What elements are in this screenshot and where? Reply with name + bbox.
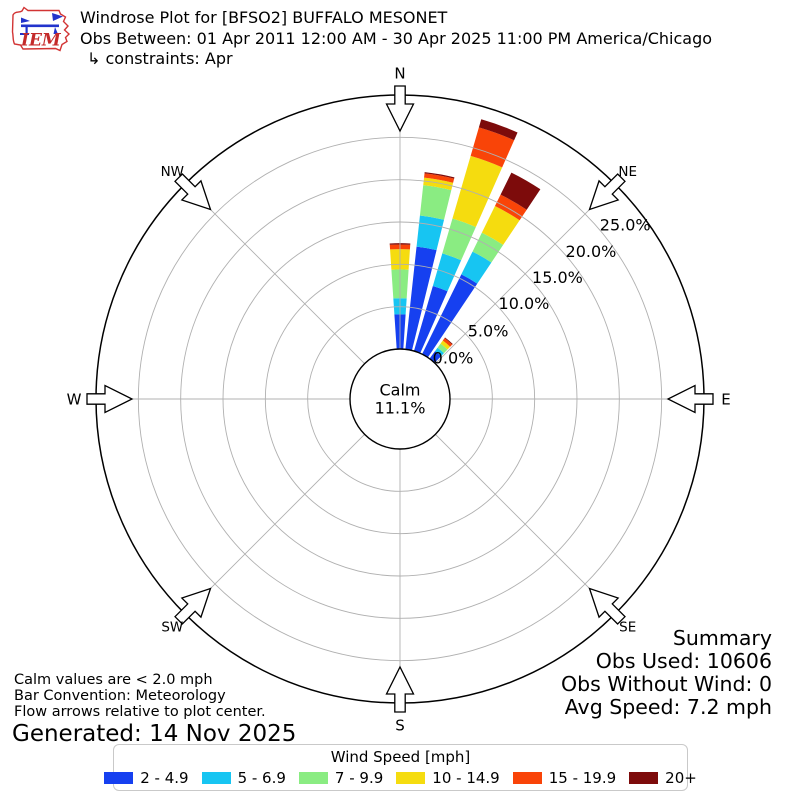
summary-title: Summary	[672, 626, 772, 650]
wind-bar-segment-30-1	[461, 251, 492, 284]
grid-spoke-ne	[435, 183, 616, 364]
legend-items-row: 2 - 4.9 5 - 6.9 7 - 9.9 10 - 14.9 15 - 19.9 2…	[104, 769, 697, 787]
compass-label-sw: SW	[161, 619, 183, 635]
obs-range-subtitle: Obs Between: 01 Apr 2011 12:00 AM - 30 A…	[80, 28, 713, 48]
legend-item-0: 2 - 4.9	[104, 769, 189, 787]
compass-label-w: W	[67, 390, 82, 408]
ring-label-25: 25.0%	[600, 216, 651, 235]
ring-label-10: 10.0%	[499, 294, 550, 313]
legend-label-1: 5 - 6.9	[237, 769, 286, 787]
wind-bar-segment-10-3	[423, 177, 454, 191]
anemometer-icon	[20, 13, 63, 35]
legend-swatch-3	[396, 772, 426, 784]
wind-bar-segment-30-5	[500, 172, 541, 210]
wind-bar-segment-20-5	[478, 119, 518, 141]
wind-bar-segment-40-5	[444, 337, 453, 345]
ring-label-15: 15.0%	[532, 268, 583, 287]
legend-item-3: 10 - 14.9	[396, 769, 500, 787]
compass-label-se: SE	[619, 619, 636, 635]
legend-item-1: 5 - 6.9	[201, 769, 286, 787]
iem-logo: IEM	[11, 6, 71, 52]
note-calm-threshold: Calm values are < 2.0 mph	[14, 672, 213, 688]
note-bar-convention: Bar Convention: Meteorology	[14, 688, 226, 704]
calm-word: Calm	[379, 380, 421, 400]
legend-title: Wind Speed [mph]	[330, 748, 471, 766]
legend-item-4: 15 - 19.9	[512, 769, 617, 787]
wind-bar-segment-30-2	[472, 232, 504, 263]
ring-label-5: 5.0%	[468, 322, 509, 341]
grid-spoke-nw	[184, 183, 365, 364]
legend-label-5: 20+	[665, 769, 697, 787]
legend-label-0: 2 - 4.9	[140, 769, 189, 787]
header-titles: Windrose Plot for [BFSO2] BUFFALO MESONE…	[80, 8, 712, 70]
wind-bar-segment-40-1	[435, 347, 444, 357]
wind-bar-segment-30-3	[481, 206, 520, 245]
flow-arrow-nw	[174, 173, 212, 211]
note-flow-arrows: Flow arrows relative to plot center.	[14, 704, 266, 720]
ring-label-0: 0.0%	[433, 349, 474, 368]
calm-center-label: Calm 11.1%	[374, 380, 426, 417]
compass-label-nw: NW	[161, 164, 184, 180]
legend-item-5: 20+	[629, 769, 697, 787]
legend-label-4: 15 - 19.9	[548, 769, 617, 787]
calm-percent: 11.1%	[374, 398, 426, 417]
page-title: Windrose Plot for [BFSO2] BUFFALO MESONE…	[80, 8, 448, 27]
legend-label-3: 10 - 14.9	[432, 769, 500, 787]
ring-label-20: 20.0%	[566, 242, 617, 261]
wind-bar-segment-30-0	[422, 274, 478, 358]
logo-text: IEM	[20, 31, 62, 51]
constraints-line: ↳ constraints: Apr	[87, 49, 233, 68]
wind-bar-segment-10-4	[424, 173, 455, 183]
legend-label-2: 7 - 9.9	[334, 769, 384, 787]
legend-swatch-2	[298, 772, 328, 784]
wind-bar-segment-40-2	[437, 343, 448, 354]
grid-spoke-sw	[184, 434, 365, 615]
flow-arrow-n	[385, 85, 415, 133]
wind-bar-segment-10-0	[405, 246, 437, 351]
wind-bar-segment-40-0	[429, 351, 442, 363]
wind-bar-segment-20-3	[452, 155, 503, 227]
flow-arrow-w	[86, 384, 134, 414]
wind-bar-segment-20-4	[470, 127, 515, 168]
legend-swatch-1	[201, 772, 231, 784]
legend-item-2: 7 - 9.9	[298, 769, 384, 787]
wind-bar-segment-40-4	[442, 338, 453, 347]
flow-arrow-sw	[174, 587, 212, 625]
compass-label-s: S	[395, 716, 405, 734]
summary-obs-without-wind: Obs Without Wind: 0	[561, 672, 772, 696]
calm-circle	[349, 348, 451, 450]
flow-arrow-se	[588, 587, 626, 625]
generated-date: Generated: 14 Nov 2025	[12, 721, 297, 747]
wind-bar-segment-30-4	[494, 194, 527, 221]
flow-arrow-s	[385, 665, 415, 713]
wind-bar-segment-20-2	[442, 218, 476, 261]
legend-box: Wind Speed [mph] 2 - 4.9 5 - 6.9 7 - 9.9 10…	[104, 744, 697, 791]
wind-bar-segment-10-5	[424, 172, 455, 179]
flow-arrow-ne	[588, 173, 626, 211]
compass-label-e: E	[721, 390, 730, 408]
compass-label-n: N	[394, 64, 405, 82]
summary-avg-speed: Avg Speed: 7.2 mph	[564, 695, 772, 719]
legend-swatch-4	[512, 772, 542, 784]
grid-spoke-se	[435, 434, 616, 615]
wind-bar-segment-10-1	[416, 215, 445, 251]
compass-label-ne: NE	[618, 164, 637, 180]
wind-bar-segment-20-0	[413, 285, 448, 354]
summary-obs-used: Obs Used: 10606	[595, 649, 772, 673]
legend-swatch-5	[629, 772, 659, 784]
wind-bar-segment-40-3	[440, 340, 451, 350]
wind-bar-segment-10-2	[419, 185, 452, 220]
legend-swatch-0	[104, 772, 134, 784]
flow-arrow-e	[666, 384, 714, 414]
plot-notes: Calm values are < 2.0 mph Bar Convention…	[12, 672, 297, 747]
summary-block: Summary Obs Used: 10606 Obs Without Wind…	[561, 627, 772, 719]
